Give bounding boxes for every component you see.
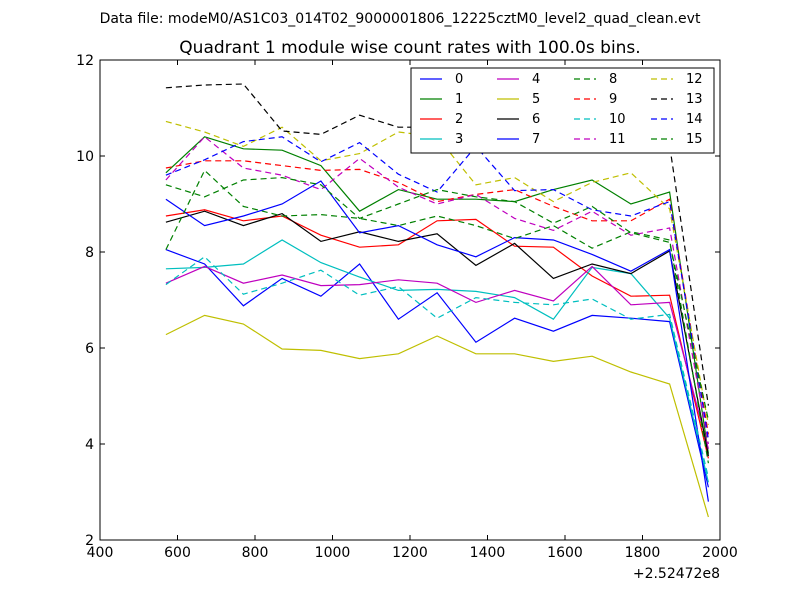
legend-label-13: 13	[686, 92, 703, 107]
legend-label-3: 3	[455, 132, 463, 147]
series-line-10	[165, 256, 709, 478]
series-line-5	[165, 314, 709, 518]
x-tick-label: 1400	[470, 545, 506, 561]
ticks-layer: 400 600 800 1000 1200 1400 1600 1800 20002468101…	[76, 53, 738, 561]
x-tick-label: 1000	[315, 545, 351, 561]
legend-label-1: 1	[455, 92, 463, 107]
legend-label-4: 4	[532, 72, 540, 87]
series-line-15	[165, 176, 709, 421]
series-line-3	[165, 239, 709, 483]
series-line-4	[165, 265, 709, 449]
series-line-7	[165, 180, 709, 502]
series-line-11	[165, 135, 709, 445]
x-tick-label: 1600	[547, 545, 583, 561]
legend-label-14: 14	[686, 112, 703, 127]
legend-label-5: 5	[532, 92, 540, 107]
y-tick-label: 10	[76, 149, 94, 165]
legend-label-2: 2	[455, 112, 463, 127]
chart-suptitle: Data file: modeM0/AS1C03_014T02_90000018…	[100, 11, 701, 27]
legend-label-12: 12	[686, 72, 703, 87]
y-tick-label: 8	[85, 245, 94, 261]
y-tick-label: 6	[85, 341, 94, 357]
series-line-12	[165, 120, 709, 425]
x-tick-label: 800	[242, 545, 269, 561]
legend-label-9: 9	[609, 92, 617, 107]
legend-label-10: 10	[609, 112, 626, 127]
x-tick-label: 2000	[702, 545, 738, 561]
y-tick-label: 4	[85, 437, 94, 453]
x-offset-label: +2.52472e8	[633, 566, 720, 582]
series-line-1	[165, 136, 709, 454]
series-line-2	[165, 209, 709, 459]
series-line-14	[165, 136, 709, 440]
x-tick-label: 600	[164, 545, 191, 561]
series-line-8	[165, 169, 709, 464]
y-tick-label: 12	[76, 53, 94, 69]
chart-title: Quadrant 1 module wise count rates with …	[179, 38, 640, 58]
x-tick-label: 1800	[625, 545, 661, 561]
x-tick-label: 1200	[392, 545, 428, 561]
legend-label-6: 6	[532, 112, 540, 127]
series-layer	[165, 83, 709, 518]
legend-label-15: 15	[686, 132, 703, 147]
series-line-6	[165, 210, 709, 457]
legend-label-0: 0	[455, 72, 463, 87]
legend-label-8: 8	[609, 72, 617, 87]
legend-label-7: 7	[532, 132, 540, 147]
x-tick-label: 400	[87, 545, 114, 561]
series-line-9	[165, 160, 709, 435]
y-tick-label: 2	[85, 533, 94, 549]
legend-label-11: 11	[609, 132, 626, 147]
series-line-0	[165, 249, 709, 488]
